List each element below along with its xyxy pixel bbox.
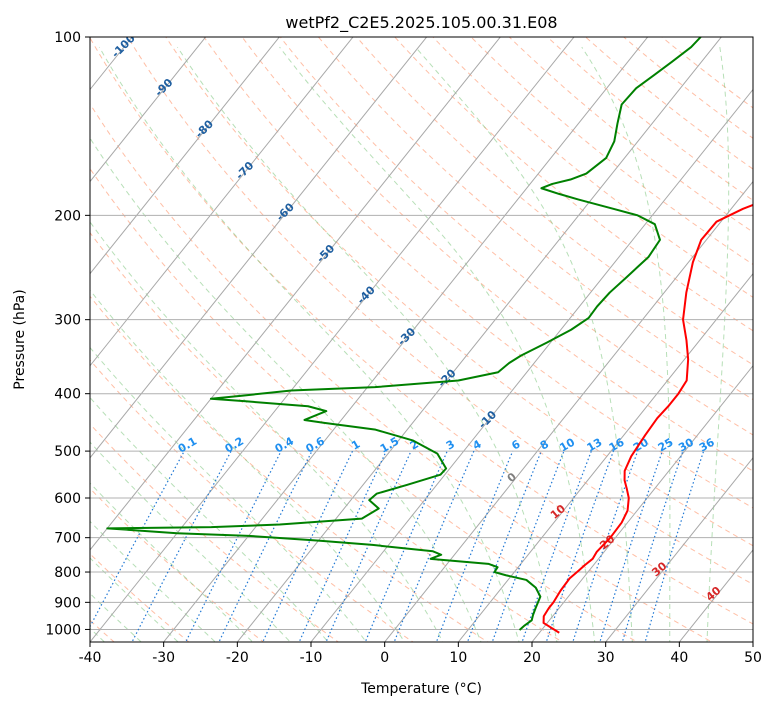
y-tick-label: 800 bbox=[54, 565, 81, 581]
dry-adiabat-line bbox=[394, 37, 753, 332]
moist-adiabat-line bbox=[90, 137, 482, 642]
dry-adiabat-line bbox=[355, 37, 753, 366]
mixing-ratio-line bbox=[90, 450, 185, 628]
y-tick-label: 300 bbox=[54, 313, 81, 329]
dry-adiabat-line bbox=[90, 487, 265, 642]
dry-adiabat-line bbox=[90, 167, 639, 642]
mixing-ratio-line bbox=[435, 450, 514, 642]
dry-adiabat-line bbox=[90, 102, 713, 642]
moist-adiabat-line bbox=[90, 396, 329, 642]
chart-title: wetPf2_C2E5.2025.105.00.31.E08 bbox=[285, 13, 557, 33]
x-axis-label: Temperature (°C) bbox=[360, 681, 482, 697]
y-tick-label: 600 bbox=[54, 491, 81, 507]
y-tick-label: 1000 bbox=[45, 622, 81, 638]
isotherm-line bbox=[605, 457, 753, 642]
mixing-ratio-line bbox=[131, 450, 232, 642]
x-tick-label: 40 bbox=[670, 650, 688, 666]
mixing-ratio-line bbox=[466, 450, 542, 642]
moist-adiabat-line bbox=[176, 46, 558, 642]
x-tick-label: -10 bbox=[300, 650, 323, 666]
dry-adiabat-line bbox=[90, 231, 564, 642]
dry-adiabat-line bbox=[203, 37, 753, 509]
x-tick-label: -30 bbox=[152, 650, 175, 666]
x-tick-label: 50 bbox=[744, 650, 762, 666]
x-tick-label: -40 bbox=[79, 650, 102, 666]
dry-adiabat-line bbox=[90, 37, 753, 625]
isotherm-line bbox=[90, 37, 280, 275]
mixing-ratio-line bbox=[298, 450, 387, 642]
y-tick-label: 200 bbox=[54, 208, 81, 224]
y-tick-label: 900 bbox=[54, 595, 81, 611]
dry-adiabat-line bbox=[432, 37, 753, 298]
moist-adiabat-line bbox=[90, 221, 444, 642]
dry-adiabat-line bbox=[546, 37, 753, 201]
isotherm-line bbox=[90, 37, 354, 367]
isotherm-line bbox=[90, 37, 207, 183]
dry-adiabat-line bbox=[90, 423, 340, 642]
isotherm-line bbox=[236, 37, 722, 642]
isotherm-line bbox=[90, 37, 501, 551]
y-axis-label: Pressure (hPa) bbox=[12, 289, 28, 389]
axis-ticks: -40 -30 -20 -10 0 10 20 30 40 50 1000 900 800 700 600 5… bbox=[45, 30, 762, 666]
x-tick-label: 10 bbox=[449, 650, 467, 666]
isotherm-line bbox=[457, 272, 753, 642]
x-tick-label: 0 bbox=[380, 650, 389, 666]
isotherm-line bbox=[384, 180, 753, 642]
dry-adiabat-line bbox=[127, 37, 753, 585]
mixing-ratio-line bbox=[621, 450, 684, 642]
isotherm-line bbox=[163, 37, 649, 642]
isotherm-line bbox=[531, 364, 753, 642]
y-tick-label: 400 bbox=[54, 387, 81, 403]
dewpoint-profile-line bbox=[106, 37, 702, 631]
isotherm-line bbox=[90, 37, 428, 459]
x-tick-label: 30 bbox=[597, 650, 615, 666]
profile-series bbox=[106, 37, 753, 634]
mixing-ratio-line bbox=[644, 450, 705, 642]
moist-adiabat-line bbox=[90, 346, 367, 642]
dry-adiabat-line bbox=[165, 37, 753, 547]
moist-adiabat-line bbox=[90, 289, 406, 642]
y-tick-label: 700 bbox=[54, 531, 81, 547]
moist-adiabat-line bbox=[706, 47, 730, 642]
moist-adiabat-line bbox=[581, 46, 671, 642]
moist-adiabat-line bbox=[415, 46, 633, 642]
x-tick-label: 20 bbox=[523, 650, 541, 666]
temperature-profile-line bbox=[542, 203, 753, 634]
y-tick-label: 500 bbox=[54, 444, 81, 460]
isotherm-line bbox=[90, 37, 575, 642]
x-tick-label: -20 bbox=[226, 650, 249, 666]
mixing-ratio-line bbox=[599, 450, 663, 642]
mixing-ratio-line bbox=[325, 450, 412, 642]
plot-frame bbox=[89, 36, 754, 643]
dry-adiabat-line bbox=[90, 295, 489, 642]
mixing-ratio-line bbox=[393, 450, 475, 642]
y-tick-label: 100 bbox=[54, 30, 81, 46]
